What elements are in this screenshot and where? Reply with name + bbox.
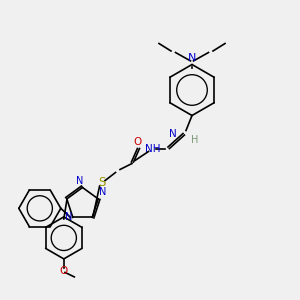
Text: NH: NH [145, 143, 161, 154]
Text: N: N [188, 53, 196, 63]
Text: N: N [76, 176, 84, 186]
Text: O: O [60, 266, 68, 276]
Text: S: S [98, 176, 106, 190]
Text: O: O [134, 137, 142, 147]
Text: N: N [99, 188, 106, 197]
Text: N: N [169, 129, 176, 139]
Text: N: N [64, 212, 72, 222]
Text: H: H [190, 135, 198, 145]
